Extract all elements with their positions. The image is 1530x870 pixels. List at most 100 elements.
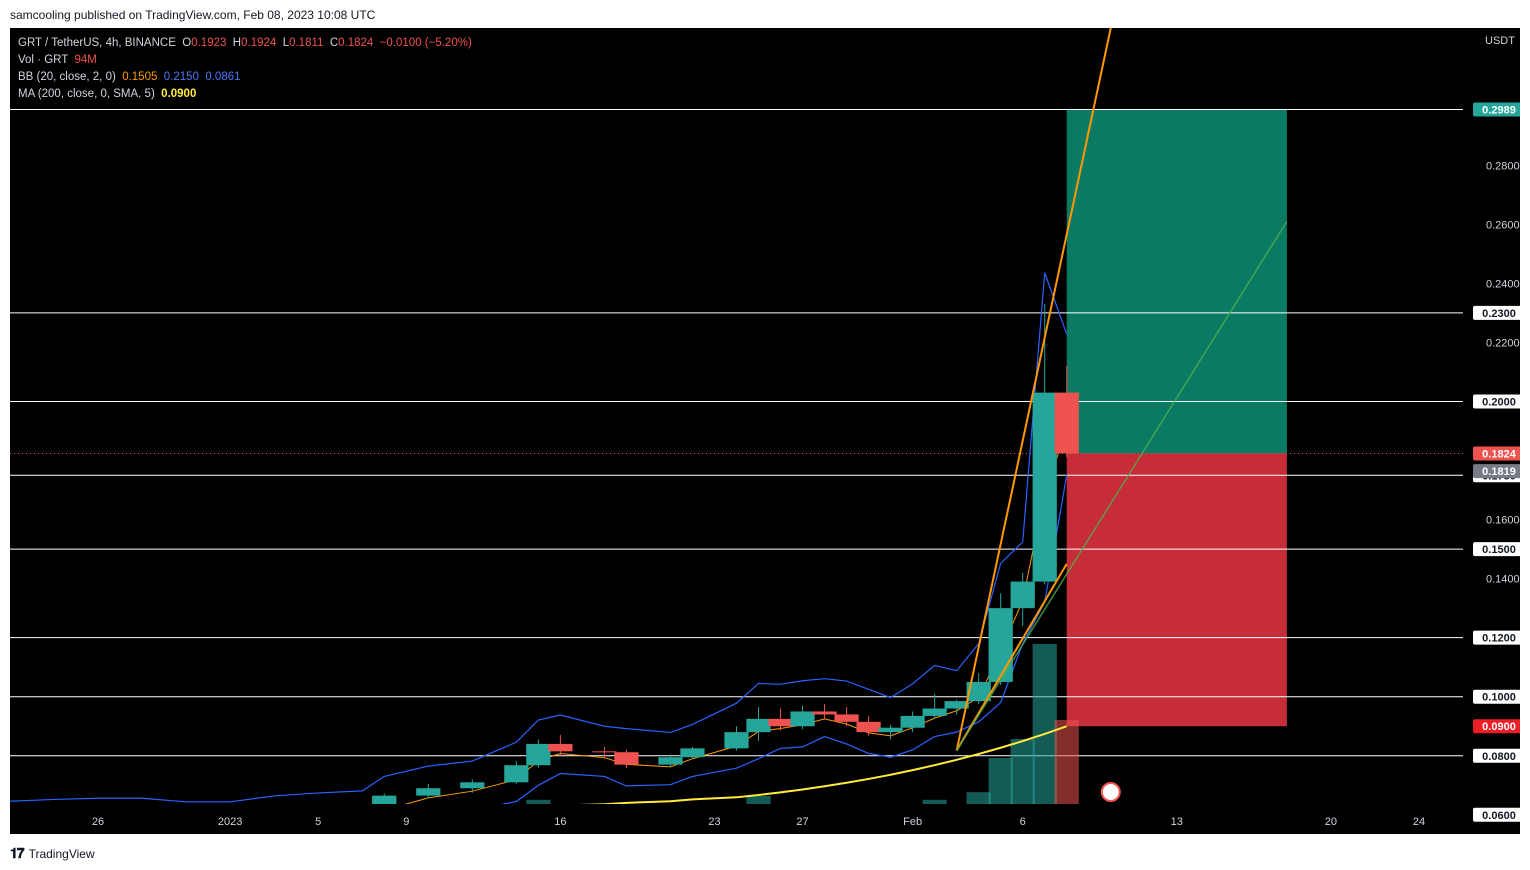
level-badge: 0.1000	[1482, 692, 1516, 704]
level-badge: 0.2989	[1482, 104, 1516, 116]
high-value: 0.1924	[241, 37, 277, 49]
candle-body[interactable]	[790, 711, 815, 727]
loss-zone[interactable]	[1066, 453, 1287, 727]
legend-symbol-row: GRT / TetherUS, 4h, BINANCE O0.1923 H0.1…	[18, 35, 472, 52]
legend-ma-row[interactable]: MA (200, close, 0, SMA, 5) 0.0900	[18, 86, 472, 103]
candle-body[interactable]	[658, 757, 683, 765]
bb-upper-line	[10, 272, 1068, 803]
chart-canvas[interactable]: USDT0.30000.28000.26000.24000.22000.1600…	[10, 28, 1520, 834]
time-tick-label: 9	[403, 816, 409, 828]
level-badge: 0.1200	[1482, 633, 1516, 645]
candle-body[interactable]	[548, 743, 573, 752]
level-badge: 0.0800	[1482, 751, 1516, 763]
tradingview-logo[interactable]: 𝟏𝟕 TradingView	[10, 845, 95, 862]
publisher-line: samcooling published on TradingView.com,…	[10, 8, 376, 22]
time-axis[interactable]	[10, 804, 1463, 834]
last-price-badge: 0.1824	[1482, 448, 1517, 460]
price-tick-label: 0.1600	[1486, 515, 1520, 527]
price-tick-label: 0.2400	[1486, 278, 1520, 290]
change-value: −0.0100 (−5.20%)	[379, 37, 472, 49]
time-tick-label: 13	[1171, 816, 1183, 828]
price-chart: USDT0.30000.28000.26000.24000.22000.1600…	[10, 28, 1520, 834]
trendline[interactable]	[955, 563, 1068, 751]
price-tick-label: 0.1400	[1486, 574, 1520, 586]
price-axis[interactable]	[1463, 28, 1520, 834]
candle-body[interactable]	[834, 714, 859, 722]
tradingview-mark-icon: 𝟏𝟕	[10, 845, 25, 861]
level-badge-bg	[1473, 630, 1520, 645]
candle-body[interactable]	[988, 608, 1013, 682]
time-tick-label: 24	[1413, 816, 1425, 828]
price-tick-label: 0.2600	[1486, 219, 1520, 231]
candle-body[interactable]	[1054, 392, 1079, 454]
level-badge-bg	[1473, 305, 1520, 320]
level-badge: 0.0600	[1482, 810, 1516, 822]
level-badge: 0.2000	[1482, 396, 1516, 408]
last-price-badge-bg	[1473, 446, 1520, 461]
time-tick-label: 27	[796, 816, 808, 828]
symbol-label[interactable]: GRT / TetherUS, 4h, BINANCE	[18, 37, 176, 49]
stop-price-badge: 0.0900	[1482, 721, 1516, 733]
candle-body[interactable]	[856, 721, 881, 733]
volume-bar	[1032, 644, 1057, 834]
open-value: 0.1923	[191, 37, 227, 49]
tradingview-brand: TradingView	[28, 846, 95, 861]
candle-body[interactable]	[416, 788, 441, 796]
time-tick-label: 26	[92, 816, 104, 828]
low-label: L	[282, 37, 290, 49]
candle-body[interactable]	[504, 765, 529, 783]
price-tick-label: 0.2800	[1486, 160, 1520, 172]
time-tick-label: 6	[1020, 816, 1026, 828]
level-badge-bg	[1473, 748, 1520, 763]
close-value: 0.1824	[338, 37, 374, 49]
close-label: C	[329, 37, 339, 49]
ma-200-line	[10, 725, 1068, 812]
candle-body[interactable]	[614, 752, 639, 765]
volume-value: 94M	[74, 54, 97, 66]
low-value: 0.1811	[289, 37, 324, 49]
candle-body[interactable]	[746, 718, 771, 733]
candle-body[interactable]	[878, 727, 903, 733]
candle-body[interactable]	[724, 732, 749, 749]
high-label: H	[232, 37, 242, 49]
legend-volume-row[interactable]: Vol · GRT 94M	[18, 52, 472, 69]
candle-body[interactable]	[812, 711, 837, 715]
currency-label: USDT	[1485, 35, 1515, 47]
trendline[interactable]	[955, 28, 1112, 751]
candle-body[interactable]	[460, 782, 485, 789]
price-tick-label: 0.2200	[1486, 337, 1520, 349]
candle-body[interactable]	[680, 748, 705, 758]
candle-body[interactable]	[944, 701, 969, 709]
ma-value: 0.0900	[161, 88, 197, 100]
candle-body[interactable]	[1032, 392, 1057, 582]
bb-lower-line	[302, 474, 1068, 834]
candle-body[interactable]	[900, 715, 925, 728]
time-tick-label: 20	[1325, 816, 1337, 828]
chart-legend: GRT / TetherUS, 4h, BINANCE O0.1923 H0.1…	[18, 35, 472, 103]
us-flag-event-icon[interactable]	[1100, 782, 1121, 802]
candle-body[interactable]	[526, 743, 551, 766]
projection-line[interactable]	[956, 220, 1288, 751]
bb-label: BB (20, close, 2, 0)	[18, 71, 116, 83]
level-badge-bg	[1473, 689, 1520, 704]
candle-body[interactable]	[592, 751, 617, 753]
time-tick-label: 23	[708, 816, 720, 828]
candle-body[interactable]	[922, 708, 947, 716]
bid-price-badge: 0.1819	[1482, 466, 1516, 478]
level-badge-bg	[1473, 807, 1520, 822]
legend-bb-row[interactable]: BB (20, close, 2, 0) 0.1505 0.2150 0.086…	[18, 69, 472, 86]
bid-price-badge-bg	[1473, 464, 1520, 479]
candle-body[interactable]	[966, 681, 991, 702]
level-badge: 0.1500	[1482, 544, 1516, 556]
level-badge-bg	[1473, 542, 1520, 557]
ma-label: MA (200, close, 0, SMA, 5)	[18, 88, 155, 100]
volume-label: Vol · GRT	[18, 54, 69, 66]
time-tick-label: 5	[315, 816, 321, 828]
candle-body[interactable]	[768, 718, 793, 727]
time-tick-label: 2023	[218, 816, 242, 828]
candle-body[interactable]	[1010, 581, 1035, 609]
time-tick-label: 16	[554, 816, 566, 828]
open-label: O	[182, 37, 192, 49]
stop-price-badge-bg	[1473, 719, 1520, 734]
bb-upper-value: 0.2150	[163, 71, 199, 83]
